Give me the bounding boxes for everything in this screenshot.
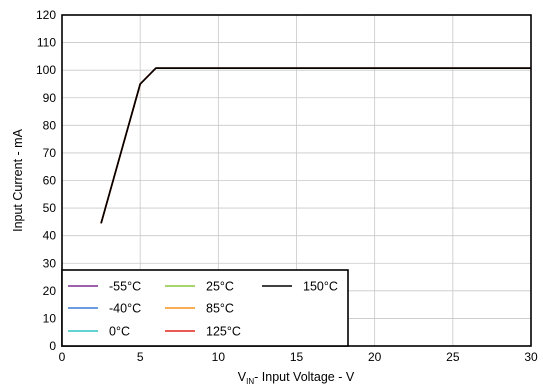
y-tick-label: 30	[43, 256, 57, 270]
series-line	[100, 67, 531, 224]
x-tick-label: 20	[368, 350, 382, 364]
y-tick-label: 10	[43, 311, 57, 325]
legend: -55°C -40°C 0°C 25°C 85°C 125°C 150°C	[61, 269, 349, 347]
x-axis-label: VIN- Input Voltage - V	[238, 370, 355, 386]
y-tick-label: 40	[43, 229, 57, 243]
x-axis-label-subscript: IN	[246, 377, 254, 386]
legend-label: -40°C	[109, 302, 141, 316]
x-tick-label: 25	[446, 350, 460, 364]
y-axis-label: Input Current - mA	[11, 128, 25, 231]
x-tick-label: 5	[137, 350, 144, 364]
legend-label: 85°C	[206, 302, 234, 316]
x-axis-label-suffix: - Input Voltage - V	[254, 370, 355, 384]
x-tick-label: 15	[290, 350, 304, 364]
y-tick-label: 110	[37, 36, 56, 50]
series-lines	[100, 67, 531, 224]
y-tick-label: 120	[36, 8, 56, 22]
y-tick-label: 20	[43, 284, 57, 298]
legend-label: 25°C	[206, 280, 234, 294]
legend-label: -55°C	[109, 280, 141, 294]
y-tick-label: 60	[43, 174, 57, 188]
legend-box	[61, 269, 349, 347]
x-tick-label: 30	[524, 350, 538, 364]
y-tick-label: 50	[43, 201, 57, 215]
y-tick-label: 90	[43, 91, 57, 105]
legend-label: 125°C	[206, 325, 241, 339]
x-tick-label: 0	[59, 350, 66, 364]
y-tick-label: 80	[43, 118, 57, 132]
y-tick-label: 70	[43, 146, 57, 160]
tick-labels: 0 10 20 30 40 50 60 70 80 90 100 110 120 0 5 10 15 20 25 30	[36, 8, 538, 364]
y-tick-label: 0	[49, 339, 56, 353]
y-tick-label: 100	[36, 63, 56, 77]
grid	[62, 15, 531, 346]
x-axis-label-prefix: V	[238, 370, 247, 384]
legend-items: -55°C -40°C 0°C 25°C 85°C 125°C 150°C	[68, 280, 338, 339]
legend-label: 0°C	[109, 325, 130, 339]
x-tick-label: 10	[212, 350, 226, 364]
legend-label: 150°C	[303, 280, 338, 294]
